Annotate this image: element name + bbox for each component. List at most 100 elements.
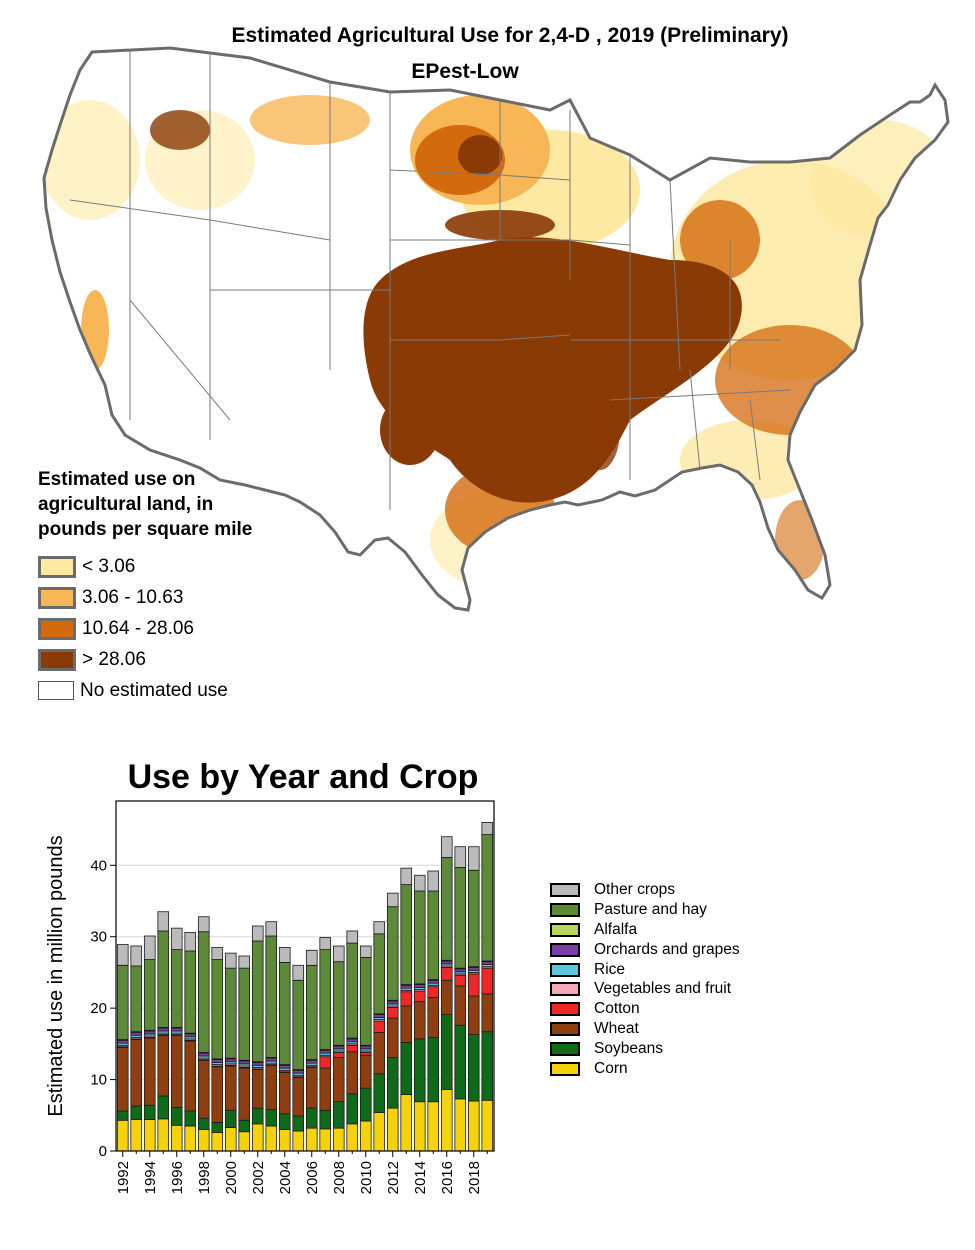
crop-legend-item: Pasture and hay [550, 900, 740, 920]
region-florida-med [775, 500, 825, 580]
bar-segment [373, 1073, 386, 1113]
bar-segment [305, 1059, 318, 1064]
bar-segment [467, 967, 480, 971]
bar-segment [265, 1064, 278, 1110]
bar-segment [427, 1101, 440, 1152]
bar-segment [116, 1047, 129, 1112]
bar-segment [292, 1115, 305, 1132]
bar-segment [157, 1027, 170, 1032]
map-legend-item: No estimated use [38, 675, 328, 706]
bar-segment [170, 927, 183, 950]
chart-title: Use by Year and Crop [128, 758, 479, 796]
crop-legend-label: Rice [594, 960, 626, 978]
region-west-light-1 [44, 100, 140, 220]
bar-stack-2010 [359, 945, 372, 1152]
bar-segment [116, 944, 129, 966]
y-tick-label: 30 [90, 929, 107, 946]
bar-segment [454, 1024, 467, 1100]
bar-segment [211, 1059, 224, 1063]
bar-segment [332, 1045, 345, 1050]
bar-segment [319, 1128, 332, 1152]
x-tick-label: 2000 [223, 1161, 240, 1194]
bar-segment [454, 968, 467, 973]
bar-segment [265, 921, 278, 937]
bar-stack-2018 [467, 846, 480, 1152]
bar-segment [305, 1107, 318, 1129]
bar-segment [332, 945, 345, 963]
bar-segment [251, 1062, 264, 1066]
crop-legend-label: Wheat [594, 1020, 639, 1038]
x-tick-label: 2008 [331, 1161, 348, 1194]
bar-segment [481, 1031, 494, 1101]
bar-segment [224, 1058, 237, 1063]
bar-segment [346, 1044, 359, 1053]
bar-segment [427, 870, 440, 892]
bar-segment [157, 1095, 170, 1120]
crop-legend-item: Vegetables and fruit [550, 979, 740, 999]
bar-segment [400, 867, 413, 885]
x-tick-label: 2010 [358, 1161, 375, 1194]
region-oklahoma-high [380, 395, 440, 465]
bar-segment [427, 986, 440, 998]
bar-segment [400, 1042, 413, 1095]
bar-segment [170, 1034, 183, 1108]
map-subtitle: EPest-Low [411, 60, 519, 83]
x-tick-label: 2006 [304, 1161, 321, 1194]
y-axis: 0 10 20 30 40 [90, 857, 116, 1160]
region-northeast-light [810, 120, 948, 240]
bar-stack-1994 [143, 935, 156, 1152]
bar-segment [386, 892, 399, 908]
bar-segment [211, 1122, 224, 1133]
bar-segment [386, 1057, 399, 1109]
bar-segment [373, 1014, 386, 1018]
bar-segment [346, 1051, 359, 1095]
y-tick-label: 20 [90, 1000, 107, 1017]
crop-legend-item: Orchards and grapes [550, 940, 740, 960]
bar-segment [467, 846, 480, 871]
bar-segment [319, 949, 332, 1050]
map-legend-label: 10.64 - 28.06 [82, 617, 194, 639]
bar-segment [400, 984, 413, 989]
bar-segment [251, 925, 264, 942]
x-tick-label: 2012 [385, 1161, 402, 1194]
crop-legend-label: Corn [594, 1059, 628, 1077]
bar-segment [157, 1034, 170, 1097]
bar-segment [386, 1017, 399, 1058]
bar-segment [278, 1129, 291, 1152]
bar-segment [292, 1069, 305, 1074]
bar-stack-2002 [251, 925, 264, 1152]
bar-segment [130, 945, 143, 967]
map-legend-swatch [38, 681, 74, 700]
bar-segment [305, 964, 318, 1060]
bar-segment [292, 1077, 305, 1117]
crop-legend-item: Alfalfa [550, 920, 740, 940]
bar-segment [427, 979, 440, 984]
map-legend-label: No estimated use [80, 679, 228, 701]
crop-legend-swatch [550, 882, 580, 897]
bar-segment [170, 1027, 183, 1032]
x-tick-label: 2016 [439, 1161, 456, 1194]
y-tick-label: 0 [99, 1143, 107, 1160]
bar-segment [184, 1110, 197, 1127]
bar-segment [454, 1098, 467, 1152]
bar-segment [157, 911, 170, 932]
bar-stack-2003 [265, 921, 278, 1152]
x-tick-label: 1996 [169, 1161, 186, 1194]
x-tick-label: 1992 [115, 1161, 132, 1194]
bar-segment [359, 1120, 372, 1152]
bar-segment [251, 940, 264, 1063]
bar-stack-1992 [116, 944, 129, 1152]
bar-segment [454, 846, 467, 868]
bar-segment [454, 985, 467, 1026]
bar-segment [197, 931, 210, 1053]
bar-segment [184, 1125, 197, 1152]
bar-segment [292, 1130, 305, 1152]
bar-segment [170, 1107, 183, 1126]
bar-segment [359, 1045, 372, 1050]
bar-stack-2005 [292, 964, 305, 1152]
bar-segment [332, 961, 345, 1046]
crop-legend-item: Soybeans [550, 1039, 740, 1059]
stacked-bar-chart: Use by Year and Crop Estimated use in mi… [45, 758, 495, 1194]
bar-segment [373, 933, 386, 1015]
bar-segment [346, 930, 359, 944]
